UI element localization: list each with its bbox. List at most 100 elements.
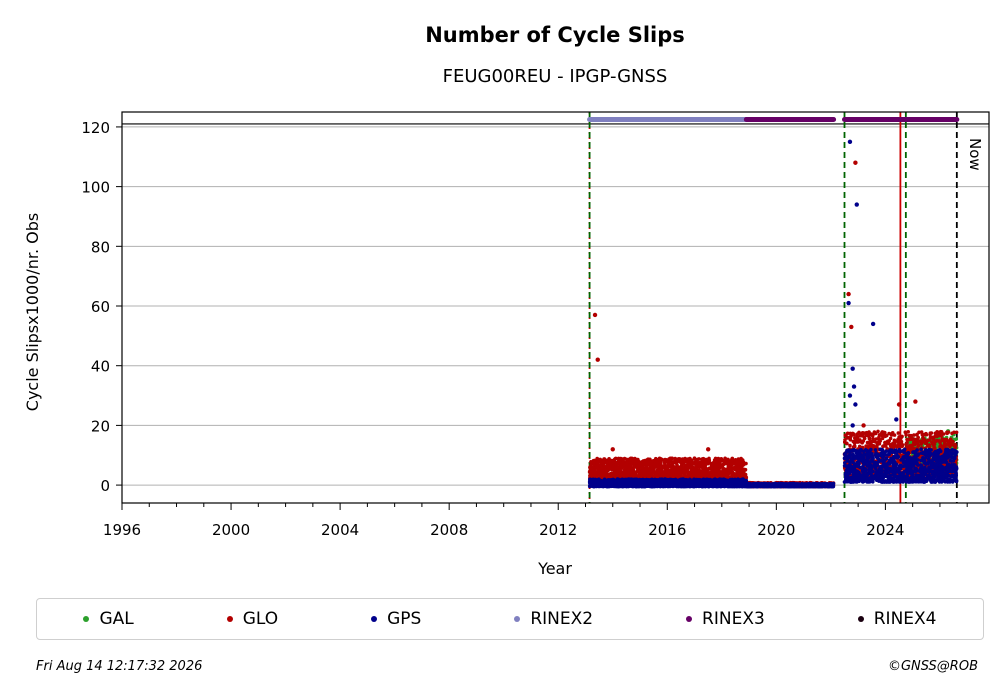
- data-point-glo: [669, 457, 673, 461]
- data-point-glo: [604, 469, 609, 473]
- grid-lines: [122, 123, 989, 486]
- data-point-glo: [676, 457, 681, 461]
- data-point-glo: [637, 468, 642, 473]
- data-point-glo: [709, 464, 714, 469]
- data-point-glo: [646, 461, 651, 466]
- data-point-glo: [856, 440, 860, 444]
- data-point-glo: [683, 456, 687, 461]
- data-point-glo: [691, 466, 695, 471]
- data-point-glo: [730, 456, 735, 461]
- data-point-glo: [610, 447, 615, 452]
- data-point-glo: [896, 431, 901, 435]
- data-point-glo: [618, 468, 623, 473]
- data-point-glo: [693, 471, 697, 476]
- data-point-glo: [924, 439, 928, 444]
- data-point-glo: [654, 456, 658, 461]
- data-point-glo: [673, 473, 678, 477]
- data-point-glo: [589, 460, 593, 464]
- data-point-glo: [718, 461, 722, 465]
- data-point-glo: [610, 473, 614, 477]
- data-point-glo: [876, 429, 880, 434]
- data-point-glo: [696, 475, 701, 479]
- data-point-glo: [652, 470, 656, 475]
- data-point-glo: [686, 462, 691, 466]
- data-point-glo: [872, 431, 877, 436]
- data-point-glo: [681, 459, 685, 463]
- data-point-glo: [928, 432, 932, 437]
- data-point-glo: [950, 431, 954, 436]
- data-point-glo: [741, 463, 745, 467]
- data-point-glo: [646, 474, 651, 478]
- data-point-glo: [654, 461, 658, 466]
- data-point-glo: [895, 445, 899, 449]
- data-point-glo: [849, 324, 854, 330]
- data-point-glo: [625, 460, 629, 465]
- data-point-glo: [877, 441, 882, 446]
- data-point-glo: [740, 458, 745, 462]
- data-point-glo: [717, 466, 722, 471]
- data-point-glo: [663, 457, 667, 462]
- data-point-glo: [623, 469, 627, 474]
- data-point-glo: [915, 433, 919, 437]
- data-point-glo: [880, 436, 885, 441]
- data-point-glo: [932, 442, 937, 446]
- data-point-glo: [699, 469, 703, 473]
- data-point-glo: [861, 423, 866, 428]
- data-point-glo: [643, 465, 648, 470]
- data-point-glo: [620, 462, 624, 466]
- data-point-glo: [848, 431, 853, 436]
- data-point-glo: [949, 438, 953, 443]
- data-point-glo: [658, 458, 662, 462]
- data-point-glo: [607, 475, 611, 479]
- data-point-glo: [703, 462, 707, 467]
- data-point-glo: [852, 432, 856, 437]
- data-point-glo: [867, 437, 872, 441]
- data-point-glo: [734, 474, 738, 478]
- data-point-glo: [619, 458, 624, 462]
- data-point-glo: [917, 430, 921, 435]
- data-point-glo: [605, 461, 609, 465]
- data-point-glo: [859, 440, 863, 444]
- data-point-glo: [916, 443, 921, 447]
- data-point-glo: [729, 463, 734, 467]
- data-point-glo: [666, 470, 671, 475]
- data-point-glo: [597, 468, 601, 472]
- data-point-glo: [939, 430, 944, 434]
- data-point-glo: [852, 444, 857, 449]
- data-point-glo: [912, 433, 916, 437]
- data-point-glo: [659, 471, 663, 475]
- data-points: [587, 139, 959, 489]
- data-point-glo: [595, 465, 599, 470]
- data-point-glo: [703, 474, 708, 479]
- data-point-glo: [700, 472, 704, 477]
- data-point-glo: [645, 458, 649, 462]
- data-point-glo: [670, 461, 674, 466]
- data-point-glo: [939, 434, 943, 438]
- data-point-glo: [589, 469, 593, 474]
- data-point-glo: [662, 473, 667, 478]
- data-point-glo: [732, 465, 737, 470]
- data-point-glo: [948, 442, 953, 447]
- data-point-glo: [742, 468, 746, 473]
- data-point-glo: [728, 465, 733, 470]
- data-point-glo: [697, 460, 702, 465]
- data-point-glo: [640, 465, 645, 470]
- data-point-glo: [724, 461, 728, 466]
- data-point-glo: [848, 443, 852, 448]
- data-point-glo: [677, 468, 682, 473]
- data-point-glo: [699, 464, 704, 468]
- data-point-glo: [671, 475, 675, 479]
- data-point-glo: [903, 430, 908, 435]
- data-point-glo: [848, 438, 853, 442]
- data-point-glo: [723, 473, 727, 477]
- data-point-glo: [641, 471, 645, 476]
- data-point-glo: [705, 447, 711, 452]
- data-point-glo: [664, 468, 668, 472]
- data-point-glo: [889, 442, 894, 447]
- data-point-glo: [625, 473, 630, 478]
- data-point-glo: [631, 473, 636, 477]
- data-point-glo: [697, 457, 701, 461]
- data-point-glo: [887, 431, 891, 436]
- data-point-glo: [655, 470, 660, 474]
- data-point-glo: [608, 467, 612, 471]
